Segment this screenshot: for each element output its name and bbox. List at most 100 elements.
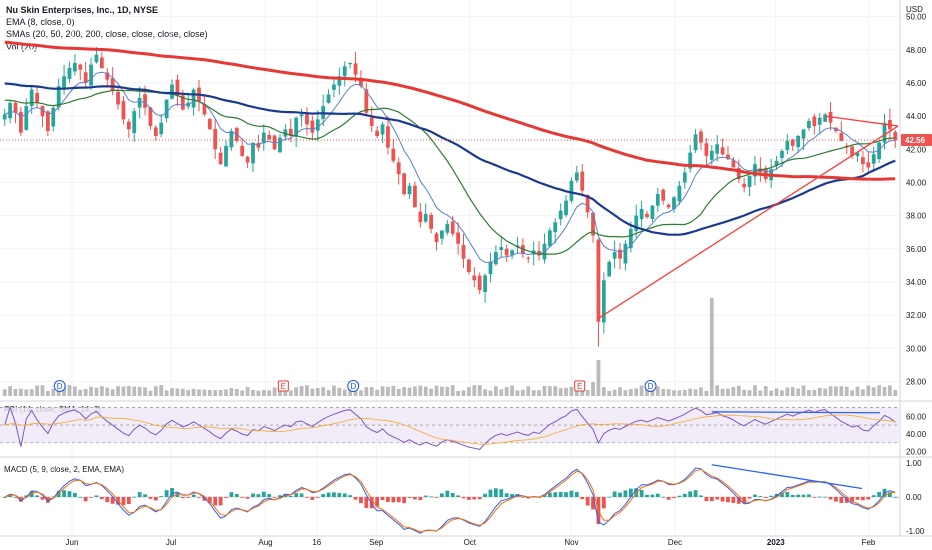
macd-hist-bar — [574, 492, 579, 497]
volume-bar — [618, 387, 622, 396]
macd-hist-bar — [585, 497, 590, 506]
macd-hist-bar — [288, 495, 293, 497]
macd-hist-bar — [272, 497, 277, 498]
price-tick: 38.00 — [906, 212, 927, 221]
volume-bar — [693, 389, 698, 396]
volume-bar — [40, 385, 45, 396]
volume-bar — [364, 387, 369, 396]
candle-body — [288, 128, 293, 136]
macd-hist-bar — [742, 497, 747, 504]
volume-bar — [186, 390, 191, 396]
candle-body — [574, 172, 579, 181]
time-tick: 2023 — [767, 538, 785, 547]
macd-hist-bar — [753, 494, 757, 497]
macd-hist-bar — [493, 488, 498, 497]
macd-hist-bar — [375, 497, 380, 507]
volume-bar — [828, 386, 833, 396]
sma200-line — [4, 40, 896, 181]
candle-body — [547, 230, 552, 247]
dividend-marker: D — [644, 380, 657, 392]
time-tick: 16 — [312, 538, 321, 547]
macd-hist-bar — [780, 492, 784, 497]
volume-bar — [62, 386, 66, 396]
volume-bar — [704, 390, 709, 396]
candle-body — [342, 66, 347, 77]
macd-hist-bar — [251, 493, 255, 497]
macd-hist-bar — [677, 495, 682, 497]
candle-body — [418, 211, 423, 223]
volume-bar — [639, 385, 644, 396]
volume-bar — [796, 388, 801, 396]
macd-hist-bar — [515, 494, 520, 497]
candle-body — [736, 167, 741, 180]
volume-bar — [472, 385, 477, 396]
macd-hist-bar — [67, 491, 72, 497]
candle-body — [450, 221, 455, 234]
volume-bar — [623, 390, 628, 396]
macd-hist-bar — [418, 497, 423, 501]
event-label: E — [281, 382, 286, 391]
volume-bar — [558, 388, 563, 396]
macd-hist-bar — [807, 494, 811, 497]
macd-hist-bar — [520, 496, 525, 498]
candle-body — [391, 148, 396, 161]
ema8-line — [4, 71, 896, 263]
macd-hist-bar — [612, 491, 617, 497]
macd-hist-bar — [871, 495, 876, 497]
volume-bar — [488, 390, 493, 396]
legend-vol[interactable]: Vol (20) — [6, 41, 38, 52]
legend-ema[interactable]: EMA (8, close, 0) — [6, 17, 75, 28]
volume-bar — [731, 387, 736, 396]
candle-body — [159, 122, 164, 135]
volume-bar — [726, 388, 730, 396]
macd-hist-bar — [321, 494, 326, 497]
macd-hist-bar — [704, 497, 709, 502]
last-price-tag — [901, 133, 932, 146]
macd-hist-bar — [429, 496, 433, 498]
macd-hist-bar — [332, 492, 336, 497]
macd-hist-bar — [828, 497, 833, 500]
rsi-trendline — [711, 411, 881, 414]
candle-body — [704, 143, 709, 156]
candle-body — [364, 89, 369, 113]
candle-body — [251, 142, 255, 164]
macd-hist-bar — [105, 497, 110, 503]
candle-body — [866, 162, 871, 168]
candle-body — [493, 252, 498, 265]
volume-bar — [110, 389, 115, 396]
price-tick: 30.00 — [906, 344, 927, 353]
volume-bar — [2, 389, 7, 396]
macd-hist-bar — [353, 497, 358, 500]
candle-body — [267, 134, 272, 140]
last-price-label: 42.56 — [905, 136, 926, 145]
volume-bars — [2, 298, 898, 396]
macd-hist-bar — [558, 491, 563, 497]
volume-bar — [170, 388, 174, 396]
dividend-badge — [53, 380, 66, 392]
candle-body — [29, 89, 34, 107]
macd-hist-bar — [477, 497, 482, 500]
macd-hist-bar — [202, 497, 207, 501]
macd-hist-bar — [672, 497, 676, 499]
volume-bar — [137, 386, 142, 396]
macd-hist-bar — [450, 492, 455, 497]
candle-body — [693, 134, 698, 151]
volume-bar — [13, 388, 18, 396]
candle-body — [429, 214, 433, 229]
macd-hist-bar — [51, 496, 56, 498]
volume-bar — [666, 389, 671, 396]
legend-smas[interactable]: SMAs (20, 50, 200, 200, close, close, cl… — [6, 29, 208, 40]
macd-hist-bar — [472, 497, 477, 500]
macd-hist-bar — [661, 496, 666, 498]
price-tick: 48.00 — [906, 46, 927, 55]
volume-bar — [769, 390, 774, 396]
macd-hist-bar — [456, 495, 460, 497]
candle-body — [278, 137, 282, 153]
macd-hist-bar — [267, 494, 272, 497]
volume-bar — [402, 387, 407, 396]
volume-bar — [823, 388, 828, 396]
candles — [2, 47, 898, 347]
volume-bar — [369, 387, 374, 396]
macd-hist-bar — [693, 490, 698, 497]
